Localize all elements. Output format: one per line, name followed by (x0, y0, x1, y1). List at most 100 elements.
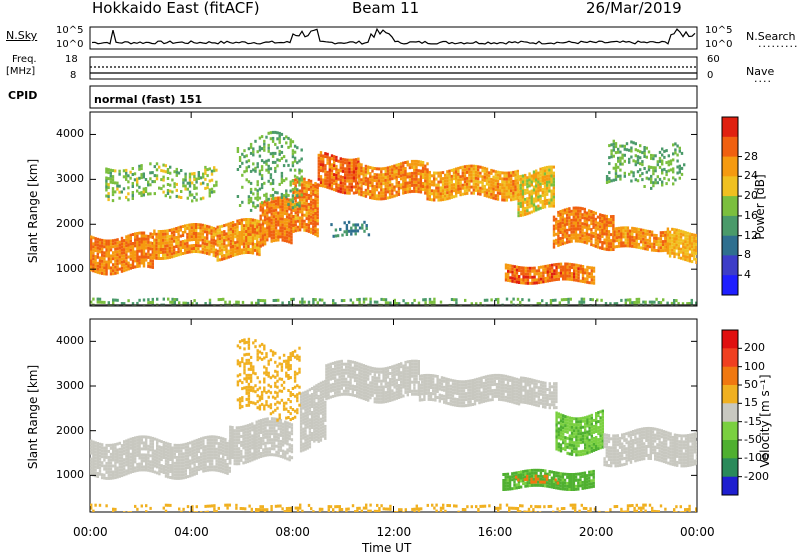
heatmap-cell (123, 443, 125, 446)
heatmap-cell (520, 199, 522, 202)
heatmap-cell (535, 188, 537, 191)
heatmap-cell (551, 267, 553, 270)
heatmap-cell (570, 240, 572, 243)
heatmap-cell (121, 258, 123, 261)
heatmap-cell (125, 451, 127, 454)
heatmap-cell (418, 184, 420, 187)
heatmap-cell (222, 455, 224, 458)
heatmap-cell (99, 458, 101, 461)
heatmap-cell (664, 231, 666, 234)
heatmap-cell (296, 176, 298, 179)
heatmap-cell (506, 199, 508, 202)
heatmap-cell (132, 461, 134, 464)
heatmap-cell (232, 221, 234, 224)
heatmap-cell (320, 163, 322, 166)
heatmap-cell (283, 137, 285, 140)
heatmap-cell (437, 175, 439, 178)
heatmap-cell (424, 301, 426, 304)
heatmap-cell (207, 454, 209, 457)
heatmap-cell (121, 237, 123, 240)
heatmap-cell (635, 142, 637, 145)
heatmap-cell (213, 248, 215, 251)
heatmap-cell (510, 198, 512, 201)
heatmap-cell (484, 167, 486, 170)
heatmap-cell (326, 171, 328, 174)
heatmap-cell (156, 162, 158, 165)
heatmap-cell (270, 173, 272, 176)
heatmap-cell (221, 231, 223, 234)
heatmap-cell (129, 171, 131, 174)
heatmap-cell (510, 186, 512, 189)
heatmap-cell (506, 190, 508, 193)
heatmap-cell (440, 192, 442, 195)
heatmap-cell (387, 190, 389, 193)
heatmap-cell (631, 239, 633, 242)
heatmap-cell (522, 184, 524, 187)
heatmap-cell (610, 143, 612, 146)
heatmap-cell (603, 215, 605, 218)
heatmap-cell (195, 244, 197, 247)
heatmap-cell (269, 453, 271, 456)
heatmap-cell (202, 470, 204, 473)
heatmap-cell (105, 273, 107, 276)
heatmap-cell (525, 282, 527, 285)
heatmap-cell (163, 444, 165, 447)
heatmap-cell (187, 457, 189, 460)
heatmap-cell (94, 237, 96, 240)
heatmap-cell (162, 230, 164, 233)
heatmap-cell (667, 237, 669, 240)
heatmap-cell (599, 216, 601, 219)
heatmap-cell (202, 233, 204, 236)
heatmap-cell (658, 237, 660, 240)
heatmap-cell (193, 299, 195, 302)
heatmap-cell (282, 203, 284, 206)
heatmap-cell (237, 147, 239, 150)
heatmap-cell (177, 238, 179, 241)
heatmap-cell (195, 193, 197, 196)
heatmap-cell (301, 219, 303, 222)
heatmap-cell (241, 174, 243, 177)
heatmap-cell (258, 423, 260, 426)
heatmap-cell (219, 258, 221, 261)
heatmap-cell (130, 438, 132, 441)
heatmap-cell (213, 453, 215, 456)
heatmap-cell (174, 301, 176, 304)
heatmap-cell (351, 171, 353, 174)
heatmap-cell (314, 197, 316, 200)
heatmap-cell (615, 145, 617, 148)
heatmap-cell (320, 151, 322, 154)
heatmap-cell (174, 298, 176, 301)
heatmap-cell (437, 196, 439, 199)
heatmap-cell (415, 160, 417, 163)
heatmap-cell (279, 202, 281, 205)
heatmap-cell (249, 423, 251, 426)
heatmap-cell (268, 144, 270, 147)
heatmap-cell (94, 255, 96, 258)
heatmap-cell (213, 450, 215, 453)
heatmap-cell (298, 169, 300, 172)
heatmap-cell (301, 298, 303, 301)
heatmap-cell (590, 228, 592, 231)
heatmap-cell (437, 181, 439, 184)
heatmap-cell (393, 174, 395, 177)
heatmap-cell (608, 233, 610, 236)
heatmap-cell (564, 227, 566, 230)
heatmap-cell (376, 188, 378, 191)
heatmap-cell (484, 194, 486, 197)
heatmap-cell (501, 192, 503, 195)
heatmap-cell (256, 442, 258, 445)
heatmap-cell (103, 453, 105, 456)
heatmap-cell (365, 189, 367, 192)
heatmap-cell (218, 298, 220, 301)
heatmap-cell (103, 477, 105, 480)
heatmap-cell (643, 152, 645, 155)
heatmap-cell (241, 219, 243, 222)
heatmap-cell (121, 468, 123, 471)
heatmap-cell (217, 241, 219, 244)
heatmap-cell (433, 184, 435, 187)
heatmap-cell (185, 467, 187, 470)
heatmap-cell (99, 452, 101, 455)
heatmap-cell (687, 235, 689, 238)
heatmap-cell (114, 461, 116, 464)
heatmap-cell (486, 299, 488, 302)
